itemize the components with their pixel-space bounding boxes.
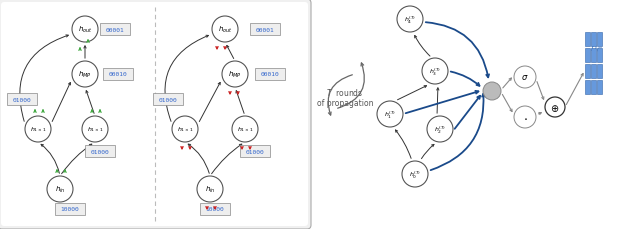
FancyBboxPatch shape <box>591 49 596 63</box>
Text: 00001: 00001 <box>106 27 124 32</box>
FancyBboxPatch shape <box>591 65 596 79</box>
Circle shape <box>545 98 565 117</box>
Text: 10000: 10000 <box>206 207 224 212</box>
FancyBboxPatch shape <box>7 94 37 106</box>
Circle shape <box>427 117 453 142</box>
Text: $h_{MP}$: $h_{MP}$ <box>78 70 92 80</box>
Text: $h_{out}$: $h_{out}$ <box>218 25 232 35</box>
FancyBboxPatch shape <box>250 24 280 36</box>
Text: $\oplus$: $\oplus$ <box>551 102 560 113</box>
Text: $h_1^{(T)}$: $h_1^{(T)}$ <box>384 109 396 120</box>
Text: 00001: 00001 <box>256 27 274 32</box>
Circle shape <box>514 67 536 89</box>
FancyBboxPatch shape <box>1 3 308 226</box>
Text: 01000: 01000 <box>91 149 109 154</box>
FancyBboxPatch shape <box>255 69 285 81</box>
FancyBboxPatch shape <box>597 49 602 63</box>
Circle shape <box>47 176 73 202</box>
Circle shape <box>514 106 536 128</box>
Text: 00010: 00010 <box>261 72 279 77</box>
Circle shape <box>197 176 223 202</box>
Circle shape <box>222 62 248 88</box>
Text: 00010: 00010 <box>109 72 127 77</box>
Text: $h_{in}$: $h_{in}$ <box>55 184 66 194</box>
Text: $h_G$: $h_G$ <box>590 41 604 55</box>
FancyBboxPatch shape <box>200 203 230 215</box>
Text: $h_{1\times1}$: $h_{1\times1}$ <box>87 125 103 134</box>
Text: $h_{1\times1}$: $h_{1\times1}$ <box>30 125 46 134</box>
Text: 01000: 01000 <box>245 149 265 154</box>
FancyBboxPatch shape <box>597 33 602 47</box>
Circle shape <box>232 117 258 142</box>
Text: 10000: 10000 <box>61 207 79 212</box>
Circle shape <box>82 117 108 142</box>
Text: $h_{1\times1}$: $h_{1\times1}$ <box>237 125 253 134</box>
FancyBboxPatch shape <box>591 33 596 47</box>
FancyBboxPatch shape <box>597 65 602 79</box>
Text: of propagation: of propagation <box>317 99 373 108</box>
Text: $h_{out}$: $h_{out}$ <box>78 25 92 35</box>
FancyBboxPatch shape <box>103 69 133 81</box>
FancyBboxPatch shape <box>585 81 590 95</box>
FancyBboxPatch shape <box>55 203 85 215</box>
FancyBboxPatch shape <box>240 145 270 157</box>
Text: $h_{in}$: $h_{in}$ <box>205 184 215 194</box>
Text: $T$  rounds: $T$ rounds <box>326 86 364 97</box>
Circle shape <box>402 161 428 187</box>
Circle shape <box>25 117 51 142</box>
Text: $\cdot$: $\cdot$ <box>523 111 527 124</box>
Circle shape <box>397 7 423 33</box>
FancyBboxPatch shape <box>597 81 602 95</box>
Text: $\sigma$: $\sigma$ <box>521 73 529 82</box>
FancyBboxPatch shape <box>0 0 311 229</box>
Text: 01000: 01000 <box>159 97 177 102</box>
Text: $h_3^{(T)}$: $h_3^{(T)}$ <box>429 66 441 77</box>
FancyBboxPatch shape <box>100 24 130 36</box>
Text: $h_0^{(T)}$: $h_0^{(T)}$ <box>409 169 421 180</box>
Circle shape <box>483 83 501 101</box>
FancyBboxPatch shape <box>591 81 596 95</box>
Circle shape <box>72 17 98 43</box>
Text: $h_2^{(T)}$: $h_2^{(T)}$ <box>434 124 446 135</box>
Circle shape <box>422 59 448 85</box>
Text: $h_4^{(T)}$: $h_4^{(T)}$ <box>404 14 416 26</box>
FancyBboxPatch shape <box>585 33 590 47</box>
Circle shape <box>212 17 238 43</box>
FancyBboxPatch shape <box>85 145 115 157</box>
Text: $h_{MP}$: $h_{MP}$ <box>228 70 242 80</box>
FancyBboxPatch shape <box>153 94 183 106</box>
FancyBboxPatch shape <box>585 65 590 79</box>
FancyBboxPatch shape <box>585 49 590 63</box>
Text: 01000: 01000 <box>12 97 32 102</box>
Circle shape <box>172 117 198 142</box>
Text: $h_{1\times1}$: $h_{1\times1}$ <box>177 125 193 134</box>
Circle shape <box>377 101 403 128</box>
Circle shape <box>72 62 98 88</box>
